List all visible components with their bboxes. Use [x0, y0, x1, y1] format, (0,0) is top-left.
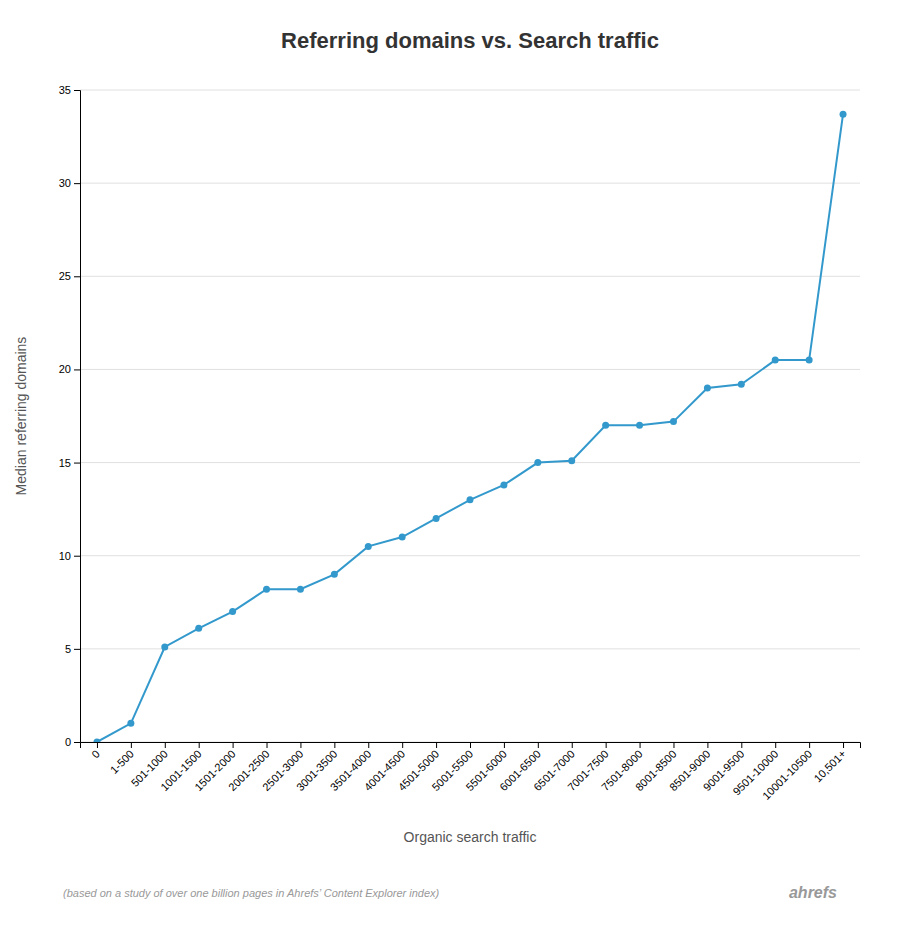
x-tick: 0 [89, 742, 102, 760]
x-tick-mark [436, 742, 437, 748]
marker [534, 459, 541, 466]
marker [195, 625, 202, 632]
marker [229, 608, 236, 615]
marker [93, 739, 100, 743]
x-tick-label: 10001-10500 [760, 748, 814, 802]
x-tick-mark [809, 742, 810, 748]
x-tick-mark [131, 742, 132, 748]
grid-line [80, 369, 860, 370]
y-tick-mark [74, 742, 80, 743]
y-axis-title: Median referring domains [13, 337, 29, 496]
grid-line [80, 555, 860, 556]
x-tick: 1-500 [108, 742, 136, 776]
x-tick: 10001-10500 [760, 742, 814, 802]
grid-line [80, 276, 860, 277]
marker [467, 496, 474, 503]
x-tick-mark [741, 742, 742, 748]
y-tick: 5 [65, 643, 80, 655]
x-axis-line [81, 743, 861, 749]
y-tick-label: 35 [59, 84, 71, 96]
x-tick-mark [97, 742, 98, 748]
x-tick-mark [640, 742, 641, 748]
grid-line [80, 648, 860, 649]
y-tick: 0 [65, 736, 80, 748]
y-tick: 30 [59, 177, 80, 189]
marker [772, 357, 779, 364]
y-tick: 20 [59, 363, 80, 375]
marker [297, 586, 304, 593]
x-tick-mark [673, 742, 674, 748]
grid-line [80, 183, 860, 184]
y-tick-label: 10 [59, 550, 71, 562]
marker [840, 111, 847, 118]
y-tick: 15 [59, 457, 80, 469]
x-tick-mark [334, 742, 335, 748]
marker [433, 515, 440, 522]
plot: 0510152025303501-500501-10001001-1500150… [59, 84, 861, 802]
x-tick-label: 0 [89, 748, 102, 761]
y-tick-mark [74, 183, 80, 184]
marker [670, 418, 677, 425]
x-tick-mark [368, 742, 369, 748]
x-tick-mark [843, 742, 844, 748]
y-tick-label: 20 [59, 363, 71, 375]
x-axis: 01-500501-10001001-15001501-20002001-250… [81, 742, 861, 802]
x-tick-mark [402, 742, 403, 748]
marker [806, 357, 813, 364]
x-tick-mark [267, 742, 268, 748]
marker [602, 422, 609, 429]
y-tick: 35 [59, 84, 80, 96]
marker [161, 643, 168, 650]
y-tick-mark [74, 90, 80, 91]
x-tick-label: 10,501+ [811, 748, 848, 785]
marker [500, 481, 507, 488]
marker [636, 422, 643, 429]
marker [263, 586, 270, 593]
grid [80, 90, 860, 742]
y-axis-line [74, 91, 81, 743]
marker [568, 457, 575, 464]
x-tick-label: 1-500 [108, 748, 136, 776]
x-tick-mark [572, 742, 573, 748]
line [97, 114, 843, 742]
y-tick-label: 15 [59, 457, 71, 469]
x-tick-mark [538, 742, 539, 748]
y-tick: 10 [59, 550, 80, 562]
grid-line [80, 90, 860, 91]
y-tick-mark [74, 649, 80, 650]
x-tick-mark [233, 742, 234, 748]
footnote: (based on a study of over one billion pa… [63, 887, 440, 899]
x-tick-mark [199, 742, 200, 748]
series [93, 111, 846, 742]
marker [127, 720, 134, 727]
y-tick-mark [74, 369, 80, 370]
x-tick-mark [504, 742, 505, 748]
y-tick-mark [74, 276, 80, 277]
y-tick: 25 [59, 270, 80, 282]
x-tick: 10,501+ [811, 742, 848, 784]
x-tick-mark [775, 742, 776, 748]
y-tick-label: 30 [59, 177, 71, 189]
x-axis-title: Organic search traffic [404, 829, 537, 845]
y-tick-mark [74, 556, 80, 557]
marker [399, 534, 406, 541]
x-tick-mark [470, 742, 471, 748]
chart: 0510152025303501-500501-10001001-1500150… [0, 0, 900, 942]
brand: ahrefs [789, 884, 837, 901]
y-tick-label: 5 [65, 643, 71, 655]
grid-line [80, 462, 860, 463]
marker [365, 543, 372, 550]
title: Referring domains vs. Search traffic [281, 28, 659, 53]
y-tick-mark [74, 463, 80, 464]
y-tick-label: 0 [65, 736, 71, 748]
marker [331, 571, 338, 578]
marker [704, 385, 711, 392]
x-tick-mark [606, 742, 607, 748]
x-tick-mark [300, 742, 301, 748]
x-tick-mark [707, 742, 708, 748]
y-axis: 0 5 10 15 20 25 30 35 [59, 84, 81, 748]
x-tick-mark [165, 742, 166, 748]
marker [738, 381, 745, 388]
y-tick-label: 25 [59, 270, 71, 282]
